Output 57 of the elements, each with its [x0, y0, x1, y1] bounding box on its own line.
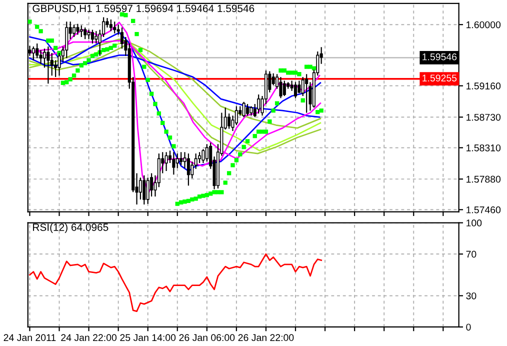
candlestick [87, 29, 90, 40]
candlestick [39, 50, 42, 64]
y-tick-label: 30 [466, 292, 476, 300]
chart-title: GBPUSD,H1 1.59597 1.59694 1.59464 1.59546 [32, 4, 254, 14]
candlestick [279, 76, 282, 99]
candlestick [242, 101, 246, 118]
candlestick [76, 23, 80, 36]
candlestick [146, 177, 150, 204]
candlestick [65, 21, 68, 59]
x-tick-label: 25 Jan 14:00 [120, 334, 176, 342]
y-tick-label: 1.58310 [466, 144, 501, 152]
candlestick [138, 177, 142, 200]
y-tick-label: 100 [466, 220, 482, 226]
candlestick [50, 52, 54, 76]
line-series [29, 253, 322, 312]
x-tick-label: 26 Jan 22:00 [238, 334, 294, 342]
candlestick [257, 94, 260, 114]
candlestick [202, 148, 205, 164]
ref-line-label: 1.59255 [422, 74, 457, 82]
candlestick [190, 161, 194, 179]
x-tick-label: 24 Jan 22:00 [61, 334, 117, 342]
y-tick-label: 1.57880 [466, 176, 501, 183]
candlestick [32, 46, 35, 61]
y-tick-label: 0 [466, 324, 471, 331]
candlestick [42, 48, 46, 68]
y-tick-label: 1.57460 [466, 206, 501, 214]
chart-title: RSI(12) 64.0965 [33, 223, 108, 234]
candlestick [186, 152, 190, 186]
candlestick [228, 112, 231, 130]
candlestick [46, 46, 50, 84]
y-tick-label: 1.58730 [466, 114, 501, 121]
candlestick [176, 152, 179, 169]
candlestick [294, 82, 298, 99]
candlestick [246, 103, 250, 116]
candlestick [305, 74, 308, 114]
y-tick-label: 1.60000 [466, 21, 501, 28]
candlestick [172, 152, 176, 176]
ref-line-label: 1.59546 [422, 53, 457, 60]
y-tick-label: 70 [466, 250, 476, 258]
candlestick [282, 80, 286, 97]
y-tick-label: 1.59160 [466, 82, 501, 90]
candlestick [109, 18, 112, 32]
candlestick [90, 29, 94, 44]
candlestick [205, 144, 208, 162]
candlestick [84, 26, 87, 40]
candlestick [113, 21, 116, 34]
candlestick [180, 152, 183, 166]
x-tick-label: 24 Jan 2011 [4, 334, 56, 342]
candlestick [142, 174, 146, 206]
x-tick-label: 26 Jan 06:00 [179, 334, 235, 342]
candlestick [72, 24, 76, 38]
candlestick [80, 24, 83, 38]
candlestick [164, 152, 168, 172]
candlestick [250, 106, 253, 116]
candlestick [298, 80, 301, 94]
candlestick [94, 30, 98, 44]
candlestick [272, 72, 275, 86]
